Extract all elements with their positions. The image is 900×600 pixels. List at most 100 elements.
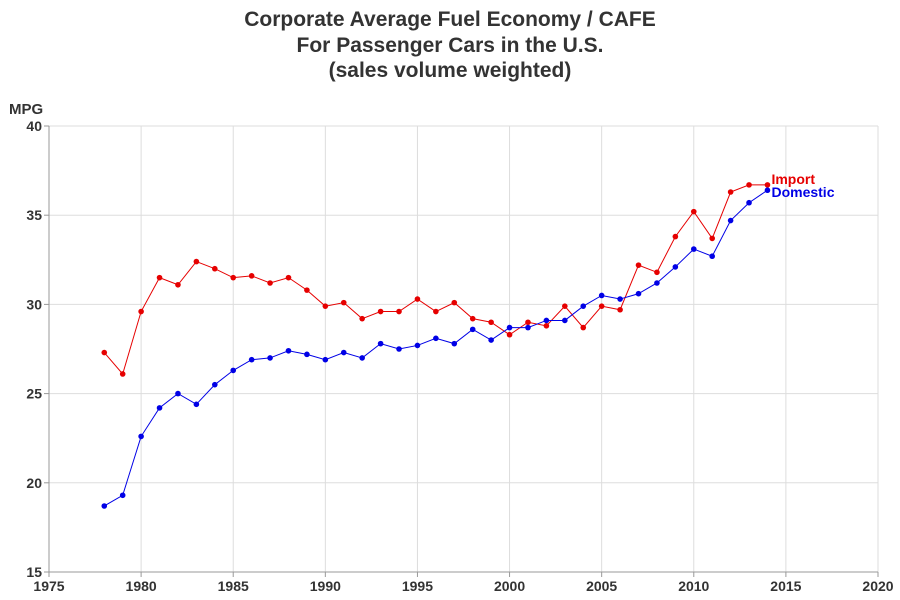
grid-lines <box>48 125 879 573</box>
data-point <box>304 287 310 293</box>
data-point <box>101 349 108 356</box>
axes: 15 20 25 30 35 40 1975 1980 1985 1990 1995 2000 2005… <box>26 118 893 594</box>
data-point <box>746 182 752 188</box>
data-point <box>506 331 513 338</box>
y-axis-label: MPG <box>9 101 43 118</box>
data-point <box>248 356 255 363</box>
data-point <box>580 324 587 331</box>
data-point <box>580 303 587 309</box>
x-tick-label: 1995 <box>402 578 433 594</box>
data-point <box>727 189 734 195</box>
x-tick-label: 2020 <box>862 578 893 594</box>
data-point <box>451 299 458 306</box>
data-point <box>359 315 365 322</box>
x-tick-label: 2005 <box>586 578 617 594</box>
series-line-import <box>103 184 768 375</box>
data-point <box>414 296 421 302</box>
data-point <box>119 371 126 377</box>
data-point <box>727 217 734 224</box>
x-tick-label: 1975 <box>33 578 64 594</box>
y-tick-label: 25 <box>26 386 42 402</box>
x-tick-label: 2000 <box>494 578 525 594</box>
data-point <box>690 246 697 252</box>
data-point <box>635 262 642 268</box>
data-point <box>562 303 568 309</box>
data-point <box>322 303 329 309</box>
data-point <box>156 405 163 411</box>
data-point <box>451 340 458 347</box>
data-point <box>396 346 402 352</box>
data-point <box>598 292 605 299</box>
data-point <box>377 340 384 347</box>
data-point <box>230 274 237 281</box>
data-point <box>764 187 771 194</box>
data-point <box>764 182 771 188</box>
data-point <box>414 342 421 349</box>
data-point <box>654 269 660 276</box>
data-point <box>598 303 605 309</box>
data-point <box>488 337 494 343</box>
data-point <box>101 503 108 509</box>
data-point <box>285 347 292 354</box>
series-label-domestic: Domestic <box>771 184 834 200</box>
data-point <box>488 319 494 326</box>
chart-title-line-1: Corporate Average Fuel Economy / CAFE <box>244 8 656 31</box>
data-point <box>193 258 200 265</box>
y-tick-label: 40 <box>26 118 42 134</box>
y-tick-label: 35 <box>26 207 42 223</box>
x-tick-label: 2015 <box>770 578 801 594</box>
data-point <box>635 290 642 297</box>
data-point <box>396 308 402 315</box>
data-point <box>230 367 237 374</box>
data-point <box>543 317 550 324</box>
data-point <box>285 274 292 281</box>
data-point <box>156 274 163 281</box>
data-point <box>212 381 218 388</box>
data-point <box>654 280 660 286</box>
data-point <box>506 324 513 331</box>
data-point <box>562 317 568 324</box>
series-import: Import <box>101 171 815 377</box>
data-point <box>672 233 679 240</box>
data-point <box>212 265 218 272</box>
data-point <box>690 208 697 215</box>
chart-title-line-3: (sales volume weighted) <box>328 59 572 82</box>
data-point <box>672 264 679 270</box>
x-tick-label: 1990 <box>310 578 341 594</box>
data-point <box>138 308 144 315</box>
data-point <box>193 401 200 408</box>
x-tick-label: 1980 <box>126 578 157 594</box>
data-point <box>525 324 531 331</box>
data-point <box>746 199 752 206</box>
data-point <box>119 492 126 499</box>
data-point <box>304 351 310 358</box>
data-point <box>709 235 715 242</box>
data-point <box>359 355 365 361</box>
data-point <box>617 296 623 302</box>
chart-title-line-2: For Passenger Cars in the U.S. <box>296 34 604 57</box>
data-point <box>138 433 144 440</box>
data-point <box>469 326 476 333</box>
data-point <box>175 281 181 288</box>
series-line-domestic <box>104 189 768 507</box>
data-point <box>322 356 329 363</box>
data-point <box>248 273 255 279</box>
data-point <box>709 253 715 260</box>
data-point <box>543 323 550 329</box>
data-point <box>175 390 181 397</box>
data-point <box>377 308 384 315</box>
data-point <box>433 308 439 315</box>
data-point <box>525 319 531 326</box>
data-point <box>340 349 347 356</box>
data-point <box>340 299 347 306</box>
data-point <box>267 280 273 286</box>
y-tick-label: 15 <box>26 564 42 580</box>
x-tick-label: 2010 <box>678 578 709 594</box>
data-point <box>617 306 623 313</box>
x-tick-label: 1985 <box>218 578 249 594</box>
series-domestic: Domestic <box>101 184 835 509</box>
data-point <box>469 315 476 322</box>
y-tick-label: 20 <box>26 475 42 491</box>
